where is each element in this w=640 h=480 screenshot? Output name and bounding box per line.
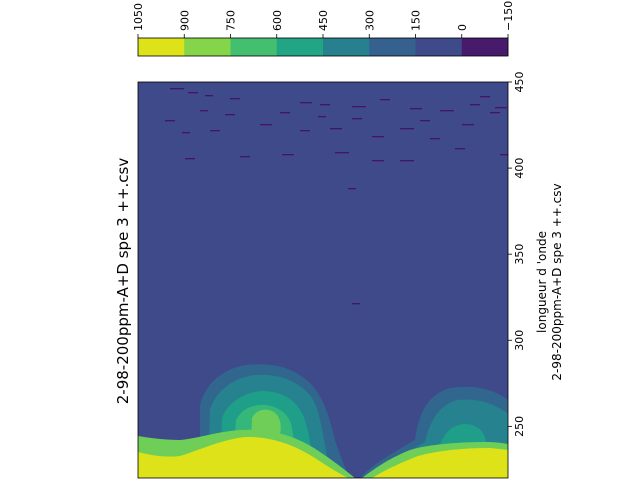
heatmap-streak (210, 130, 220, 132)
colorbar-band (461, 38, 509, 56)
heatmap-streak (205, 95, 213, 97)
heatmap-streak (182, 132, 190, 134)
heatmap-streak (490, 112, 500, 114)
heatmap-streak (410, 108, 422, 110)
heatmap-streak (185, 158, 195, 160)
heatmap-yellow-peaks (138, 429, 508, 478)
heatmap-streak (280, 112, 290, 114)
colorbar-band (323, 38, 370, 56)
heatmap-streak (440, 110, 454, 112)
heatmap-streak (188, 92, 198, 94)
colorbar-tick-label: 450 (317, 10, 330, 31)
heatmap-streak (348, 188, 356, 190)
heatmap-streak (225, 114, 235, 116)
heatmap-streak (380, 99, 390, 101)
y-tick-label: 350 (513, 244, 526, 265)
heatmap-streak (282, 154, 294, 156)
colorbar-tick-label: −150 (502, 1, 515, 31)
colorbar: 1050 900 750 600 450 300 150 0 −150 (132, 1, 515, 57)
right-peak-band-450 (440, 424, 486, 445)
right-yellow-core (372, 448, 508, 478)
heatmap-streak (480, 96, 490, 98)
heatmap-streak (330, 128, 342, 130)
colorbar-band (369, 38, 416, 56)
colorbar-tick-label: 750 (225, 10, 238, 31)
chart-title: 2-98-200ppm-A+D spe 3 ++.csv (114, 158, 132, 405)
colorbar-tick-label: 150 (410, 10, 423, 31)
y-tick-label: 250 (513, 416, 526, 437)
heatmap-streak (165, 120, 175, 122)
heatmap-streaks (165, 88, 508, 305)
y-tick-label: 450 (513, 72, 526, 93)
heatmap-streak (430, 138, 440, 140)
colorbar-tick-label: 900 (178, 10, 191, 31)
heatmap-streak (335, 152, 349, 154)
heatmap-streak (260, 124, 272, 126)
heatmap-streak (300, 102, 312, 104)
heatmap-streak (300, 130, 310, 132)
heatmap-streak (318, 116, 326, 118)
heatmap-streak (455, 148, 465, 150)
colorbar-band (184, 38, 231, 56)
heatmap-streak (352, 106, 366, 108)
heatmap-streak (230, 98, 240, 100)
heatmap-streak (400, 128, 414, 130)
colorbar-tick-label: 1050 (132, 3, 145, 31)
colorbar-tick-label: 300 (363, 10, 376, 31)
heatmap-streak (200, 110, 208, 112)
heatmap-streak (372, 136, 384, 138)
plot-frame (137, 81, 509, 479)
colorbar-tick-label: 0 (456, 24, 469, 31)
heatmap-streak (352, 118, 362, 120)
y-axis: 250 300 350 400 450 (508, 72, 526, 437)
colorbar-band (230, 38, 278, 56)
colorbar-band (138, 38, 185, 56)
heatmap-streak (400, 160, 414, 162)
heatmap-streak (470, 104, 480, 106)
heatmap-streak (240, 156, 250, 158)
colorbar-tick-label: 600 (271, 10, 284, 31)
left-yellow-core (138, 436, 348, 478)
heatmap-streak (320, 104, 330, 106)
heatmap-streak (495, 107, 507, 109)
colorbar-band (276, 38, 324, 56)
heatmap-streak (420, 120, 430, 122)
heatmap-streak (170, 88, 184, 90)
heatmap-plot (137, 81, 509, 479)
heatmap-streak (462, 124, 474, 126)
y-tick-label: 400 (513, 158, 526, 179)
heatmap-streak (372, 160, 384, 162)
heatmap-streak (500, 154, 508, 156)
y-tick-label: 300 (513, 330, 526, 351)
heatmap-streak (352, 303, 360, 305)
y-axis-label: longueur d 'onde (535, 231, 549, 333)
colorbar-band (415, 38, 463, 56)
y-axis-label-2: 2-98-200ppm-A+D spe 3 ++.csv (550, 183, 564, 380)
